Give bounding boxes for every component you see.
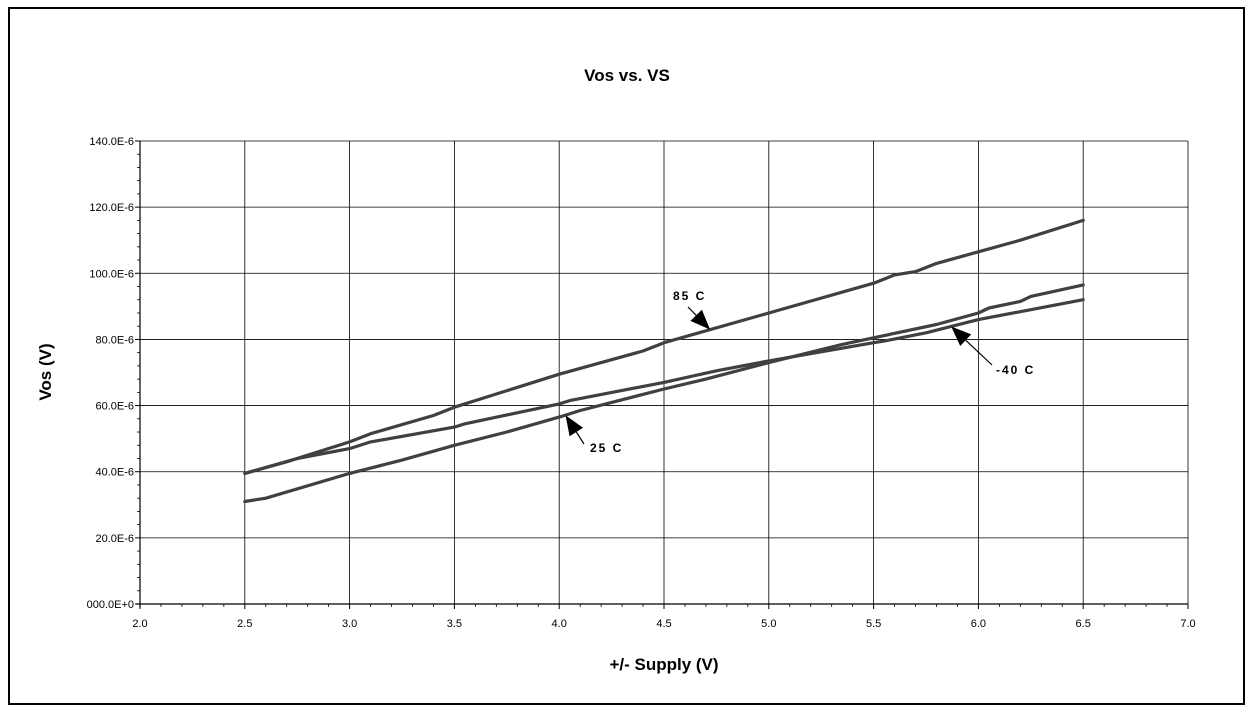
y-tick-label: 100.0E-6 bbox=[89, 268, 134, 280]
chart-title: Vos vs. VS bbox=[584, 66, 670, 85]
annotation-label: 25 C bbox=[590, 441, 623, 455]
y-tick-label: 000.0E+0 bbox=[87, 599, 134, 611]
x-tick-label: 6.0 bbox=[971, 618, 986, 630]
annotation-arrowhead bbox=[951, 326, 972, 346]
annotations: 85 C -40 C 25 C bbox=[565, 289, 1035, 455]
x-tick-label: 2.0 bbox=[132, 618, 147, 630]
x-tick-label: 5.0 bbox=[761, 618, 776, 630]
annotation-arrowhead bbox=[565, 415, 583, 437]
series-lines bbox=[243, 218, 1085, 504]
annotation-leader-line bbox=[965, 339, 993, 366]
axes bbox=[135, 140, 1189, 609]
y-tick-label: 140.0E-6 bbox=[89, 136, 134, 148]
annotation-leader-line bbox=[575, 431, 585, 445]
x-tick-label: 3.5 bbox=[447, 618, 462, 630]
grid bbox=[140, 140, 1189, 604]
x-tick-label: 3.0 bbox=[342, 618, 357, 630]
x-tick-label: 4.5 bbox=[656, 618, 671, 630]
y-axis-title: Vos (V) bbox=[36, 343, 55, 400]
annotation-arrowhead bbox=[690, 309, 711, 330]
y-tick-label: 60.0E-6 bbox=[95, 401, 134, 413]
annotation-label: -40 C bbox=[996, 363, 1035, 377]
x-tick-label: 7.0 bbox=[1180, 618, 1195, 630]
series-line-40c bbox=[243, 298, 1085, 475]
annotation-label: 85 C bbox=[673, 289, 706, 303]
y-tick-label: 20.0E-6 bbox=[95, 533, 134, 545]
tick-labels: 2.0 2.5 3.0 3.5 4.0 4.5 5.0 5.5 6.0 6.5 7.0 000.0E+… bbox=[87, 136, 1196, 630]
x-tick-label: 2.5 bbox=[237, 618, 252, 630]
y-tick-label: 120.0E-6 bbox=[89, 202, 134, 214]
x-tick-label: 6.5 bbox=[1076, 618, 1091, 630]
y-tick-label: 40.0E-6 bbox=[95, 467, 134, 479]
x-tick-label: 5.5 bbox=[866, 618, 881, 630]
series-line-85c bbox=[243, 218, 1085, 475]
x-axis-title: +/- Supply (V) bbox=[609, 655, 718, 674]
y-tick-label: 80.0E-6 bbox=[95, 334, 134, 346]
annotation-leader-line bbox=[687, 306, 697, 316]
series-line-25c bbox=[243, 283, 1085, 504]
x-tick-label: 4.0 bbox=[552, 618, 567, 630]
